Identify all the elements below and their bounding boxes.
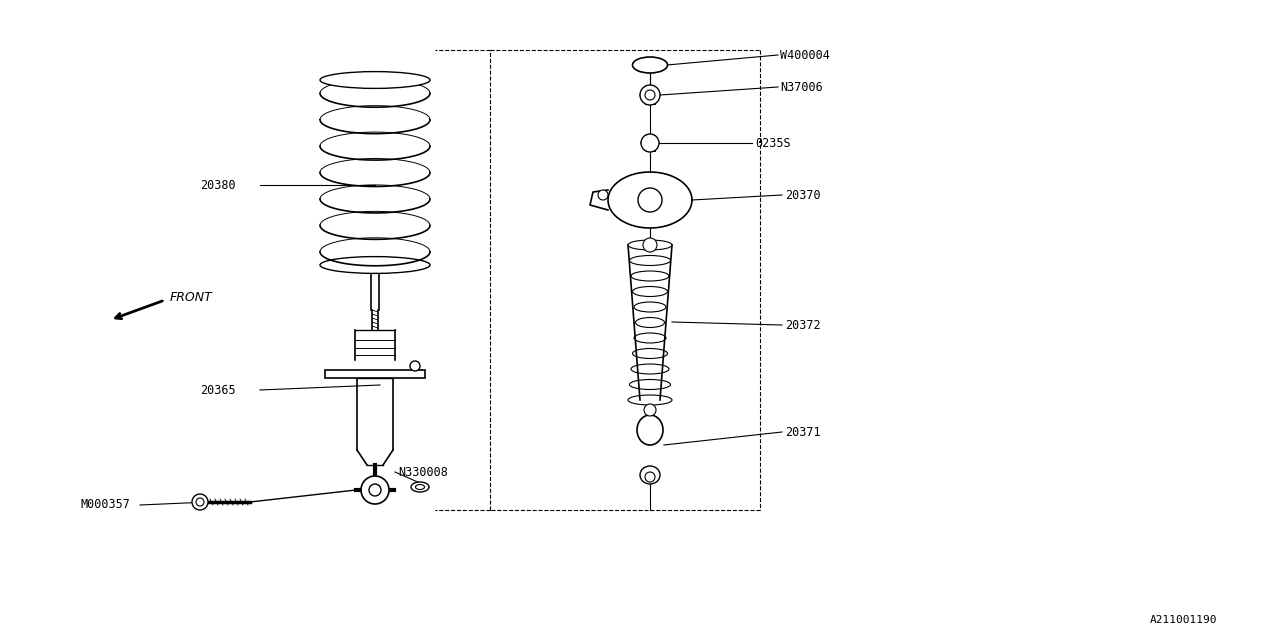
Text: 0235S: 0235S [755, 136, 791, 150]
Circle shape [644, 404, 657, 416]
Circle shape [641, 134, 659, 152]
Ellipse shape [416, 484, 425, 490]
Circle shape [637, 188, 662, 212]
Circle shape [369, 484, 381, 496]
Circle shape [598, 190, 608, 200]
Ellipse shape [411, 482, 429, 492]
Circle shape [643, 238, 657, 252]
Text: N330008: N330008 [398, 465, 448, 479]
Ellipse shape [632, 287, 667, 296]
Text: W400004: W400004 [780, 49, 829, 61]
Text: 20365: 20365 [200, 383, 236, 397]
Ellipse shape [635, 317, 664, 328]
Ellipse shape [640, 466, 660, 484]
Text: 20380: 20380 [200, 179, 236, 191]
Ellipse shape [630, 255, 671, 266]
Ellipse shape [634, 302, 666, 312]
Ellipse shape [632, 57, 667, 73]
Ellipse shape [632, 349, 667, 358]
Ellipse shape [320, 72, 430, 88]
Text: 20370: 20370 [785, 189, 820, 202]
Ellipse shape [631, 364, 669, 374]
FancyBboxPatch shape [325, 370, 425, 378]
Text: 20372: 20372 [785, 319, 820, 332]
Circle shape [361, 476, 389, 504]
Circle shape [640, 85, 660, 105]
Text: N37006: N37006 [780, 81, 823, 93]
Circle shape [645, 472, 655, 482]
Ellipse shape [630, 380, 671, 390]
Ellipse shape [628, 395, 672, 405]
Text: M000357: M000357 [81, 499, 129, 511]
Circle shape [410, 361, 420, 371]
Ellipse shape [320, 257, 430, 273]
Ellipse shape [637, 415, 663, 445]
Text: FRONT: FRONT [170, 291, 212, 303]
Ellipse shape [628, 240, 672, 250]
Ellipse shape [631, 271, 669, 281]
Text: A211001190: A211001190 [1149, 615, 1217, 625]
Ellipse shape [634, 333, 666, 343]
Text: 20371: 20371 [785, 426, 820, 438]
Circle shape [192, 494, 209, 510]
